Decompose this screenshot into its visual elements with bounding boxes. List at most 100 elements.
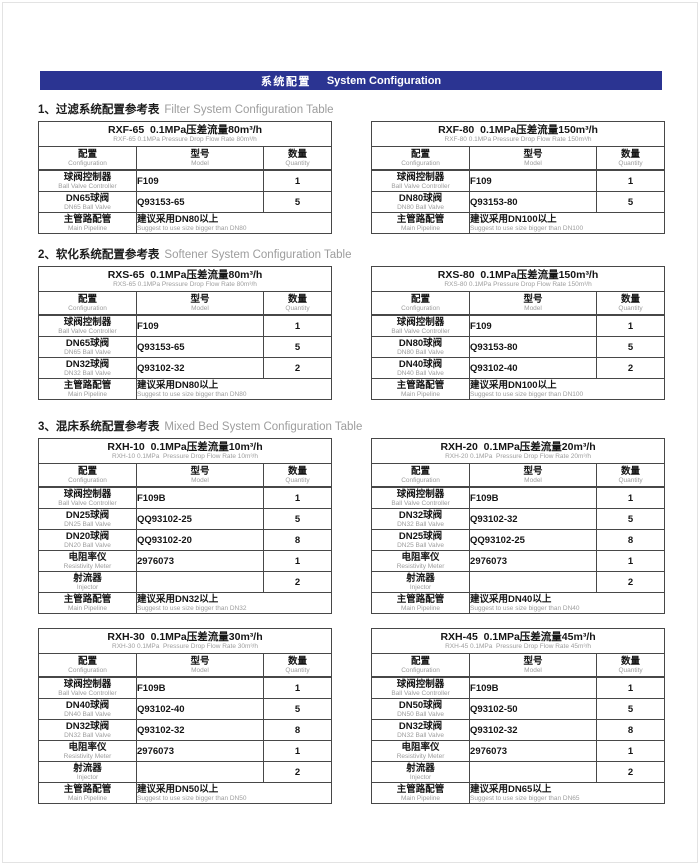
pipeline-recommendation-en: Suggest to use size bigger than DN65 bbox=[470, 794, 580, 802]
table-header-row: 配置 Configuration 型号 Model 数量 Quantity bbox=[38, 291, 333, 316]
table-header-row: 配置 Configuration 型号 Model 数量 Quantity bbox=[38, 146, 333, 171]
config-name-en: Main Pipeline bbox=[67, 794, 108, 802]
table-subtitle-en: RXF-80 0.1MPa Pressure Drop Flow Rate 15… bbox=[444, 136, 592, 143]
config-name-zh: 射流器 bbox=[406, 762, 435, 774]
config-name-en: Ball Valve Controller bbox=[58, 499, 117, 507]
table-row: DN32球阀 DN32 Ball Valve Q93102-32 8 bbox=[371, 719, 666, 741]
config-cell: 球阀控制器 Ball Valve Controller bbox=[371, 314, 471, 337]
pipeline-recommendation-en: Suggest to use size bigger than DN40 bbox=[470, 604, 580, 612]
column-header-en: Model bbox=[191, 159, 209, 167]
model-cell: Q93102-50 bbox=[469, 698, 598, 720]
model-cell: QQ93102-20 bbox=[136, 529, 264, 551]
pipeline-recommendation-zh: 建议采用DN100以上 bbox=[470, 213, 557, 225]
table-title-zh: RXF-80 0.1MPa压差流量150m³/h bbox=[438, 124, 598, 136]
table-row: 射流器 Injector 2 bbox=[371, 571, 666, 593]
quantity-cell: 2 bbox=[596, 357, 666, 379]
table-title-zh: RXH-30 0.1MPa压差流量30m³/h bbox=[107, 631, 263, 643]
column-header-configuration: 配置 Configuration bbox=[371, 653, 471, 678]
model-cell: Q93102-40 bbox=[136, 698, 264, 720]
config-name-zh: 主管路配管 bbox=[396, 379, 445, 391]
config-cell: DN25球阀 DN25 Ball Valve bbox=[38, 508, 137, 530]
quantity-cell: 5 bbox=[596, 191, 666, 213]
config-name-zh: 电阻率仪 bbox=[68, 741, 107, 753]
column-header-model: 型号 Model bbox=[136, 653, 264, 678]
tables-row: RXH-30 0.1MPa压差流量30m³/h RXH-30 0.1MPa Pre… bbox=[37, 628, 666, 804]
column-header-zh: 数量 bbox=[621, 655, 641, 667]
column-header-configuration: 配置 Configuration bbox=[38, 291, 137, 316]
config-name-zh: 电阻率仪 bbox=[68, 551, 107, 563]
config-name-en: Ball Valve Controller bbox=[58, 689, 117, 697]
quantity-cell: 1 bbox=[596, 740, 666, 762]
column-header-zh: 型号 bbox=[523, 465, 543, 477]
table-row: 主管路配管 Main Pipeline 建议采用DN80以上 Suggest to u… bbox=[38, 378, 333, 400]
table-title: RXF-65 0.1MPa压差流量80m³/h RXF-65 0.1MPa Pre… bbox=[37, 121, 333, 147]
quantity-cell: 2 bbox=[262, 571, 333, 593]
config-cell: DN32球阀 DN32 Ball Valve bbox=[371, 508, 471, 530]
section-2: 2、软化系统配置参考表 Softener System Configuration… bbox=[37, 249, 666, 400]
config-name-zh: DN65球阀 bbox=[65, 337, 110, 349]
quantity-cell: 5 bbox=[262, 191, 333, 213]
column-header-en: Configuration bbox=[401, 666, 440, 674]
config-name-en: Resistivity Meter bbox=[63, 562, 112, 570]
column-header-zh: 配置 bbox=[77, 655, 97, 667]
table-title: RXS-65 0.1MPa压差流量80m³/h RXS-65 0.1MPa Pre… bbox=[37, 266, 333, 292]
config-table-rxs-80: RXS-80 0.1MPa压差流量150m³/h RXS-80 0.1MPa Pr… bbox=[371, 266, 666, 400]
column-header-model: 型号 Model bbox=[469, 653, 598, 678]
model-cell: Q93102-32 bbox=[469, 508, 598, 530]
table-title-row: RXF-80 0.1MPa压差流量150m³/h RXF-80 0.1MPa Pr… bbox=[371, 121, 666, 147]
table-row: 射流器 Injector 2 bbox=[371, 761, 666, 783]
column-header-configuration: 配置 Configuration bbox=[38, 463, 137, 488]
table-row: 主管路配管 Main Pipeline 建议采用DN65以上 Suggest to u… bbox=[371, 782, 666, 804]
config-name-zh: 主管路配管 bbox=[396, 213, 445, 225]
tables-row: RXF-65 0.1MPa压差流量80m³/h RXF-65 0.1MPa Pre… bbox=[37, 121, 666, 234]
config-cell: DN65球阀 DN65 Ball Valve bbox=[38, 336, 137, 358]
table-row: 射流器 Injector 2 bbox=[38, 761, 333, 783]
config-name-en: Main Pipeline bbox=[67, 390, 108, 398]
config-name-zh: 球阀控制器 bbox=[63, 488, 112, 500]
config-name-zh: DN65球阀 bbox=[65, 192, 110, 204]
section-1: 1、过滤系统配置参考表 Filter System Configuration T… bbox=[37, 104, 666, 234]
pipeline-recommendation-en: Suggest to use size bigger than DN32 bbox=[137, 604, 247, 612]
config-name-zh: 主管路配管 bbox=[63, 213, 112, 225]
quantity-cell: 2 bbox=[262, 357, 333, 379]
table-title: RXH-20 0.1MPa压差流量20m³/h RXH-20 0.1MPa Pre… bbox=[371, 438, 666, 464]
quantity-cell: 2 bbox=[596, 761, 666, 783]
model-cell: Q93102-32 bbox=[136, 719, 264, 741]
table-row: DN32球阀 DN32 Ball Valve Q93102-32 5 bbox=[371, 508, 666, 530]
model-cell: F109B bbox=[136, 676, 264, 699]
config-name-zh: DN32球阀 bbox=[398, 720, 443, 732]
config-name-en: Ball Valve Controller bbox=[58, 182, 117, 190]
pipeline-recommendation-zh: 建议采用DN50以上 bbox=[137, 783, 219, 795]
quantity-cell: 1 bbox=[262, 169, 333, 192]
config-name-en: Injector bbox=[76, 773, 99, 781]
quantity-cell: 1 bbox=[596, 314, 666, 337]
page-title-zh: 系统配置 bbox=[260, 75, 311, 88]
quantity-cell: 8 bbox=[262, 719, 333, 741]
config-name-en: Main Pipeline bbox=[401, 794, 441, 802]
config-name-zh: DN32球阀 bbox=[398, 509, 443, 521]
column-header-zh: 型号 bbox=[523, 148, 543, 160]
config-name-en: DN32 Ball Valve bbox=[397, 731, 444, 739]
config-cell: 球阀控制器 Ball Valve Controller bbox=[371, 486, 471, 509]
config-name-en: DN80 Ball Valve bbox=[397, 203, 444, 211]
pipeline-recommendation-cell: 建议采用DN50以上 Suggest to use size bigger tha… bbox=[135, 782, 333, 804]
config-name-zh: DN32球阀 bbox=[65, 720, 110, 732]
quantity-cell: 5 bbox=[596, 698, 666, 720]
pipeline-recommendation-cell: 建议采用DN100以上 Suggest to use size bigger th… bbox=[469, 378, 666, 400]
config-cell: DN80球阀 DN80 Ball Valve bbox=[371, 336, 471, 358]
config-cell: DN40球阀 DN40 Ball Valve bbox=[38, 698, 137, 720]
section-heading-en: Filter System Configuration Table bbox=[164, 104, 334, 116]
config-table-rxf-65: RXF-65 0.1MPa压差流量80m³/h RXF-65 0.1MPa Pre… bbox=[37, 121, 333, 234]
column-header-configuration: 配置 Configuration bbox=[38, 146, 137, 171]
model-cell: Q93102-40 bbox=[469, 357, 598, 379]
config-cell: 射流器 Injector bbox=[371, 761, 471, 783]
model-cell: Q93153-80 bbox=[469, 336, 598, 358]
column-header-configuration: 配置 Configuration bbox=[371, 146, 471, 171]
pipeline-recommendation-en: Suggest to use size bigger than DN80 bbox=[137, 224, 247, 232]
column-header-configuration: 配置 Configuration bbox=[371, 463, 471, 488]
table-row: 球阀控制器 Ball Valve Controller F109 1 bbox=[371, 314, 666, 337]
pipeline-recommendation-zh: 建议采用DN100以上 bbox=[470, 379, 557, 391]
config-name-zh: 球阀控制器 bbox=[63, 171, 112, 183]
config-name-zh: DN25球阀 bbox=[398, 530, 443, 542]
table-row: DN65球阀 DN65 Ball Valve Q93153-65 5 bbox=[38, 336, 333, 358]
